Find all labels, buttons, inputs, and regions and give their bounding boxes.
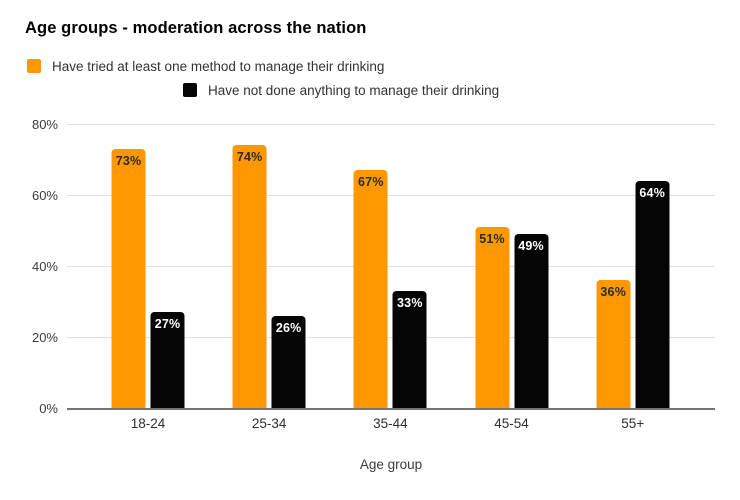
bar-group-55+: 36% 64% <box>596 180 670 408</box>
chart-title: Age groups - moderation across the natio… <box>25 19 367 37</box>
gridline-80 <box>67 124 715 125</box>
bar-tried-18-24: 73% <box>111 148 146 408</box>
bar-not-done-35-44: 33% <box>392 290 427 408</box>
bar-value-label: 67% <box>358 175 384 190</box>
gridline-20 <box>67 337 715 338</box>
y-tick-label-40: 40% <box>31 259 58 274</box>
y-tick-label-80: 80% <box>31 117 58 132</box>
bar-value-label: 33% <box>397 295 423 310</box>
bar-tried-55+: 36% <box>596 280 631 408</box>
bar-tried-45-54: 51% <box>475 226 510 408</box>
x-tick-label-18-24: 18-24 <box>130 416 166 431</box>
y-tick-label-60: 60% <box>31 188 58 203</box>
bar-tried-35-44: 67% <box>353 170 388 408</box>
bar-value-label: 64% <box>639 185 666 200</box>
legend-label-tried: Have tried at least one method to manage… <box>52 58 385 74</box>
legend-item-not-done: Have not done anything to manage their d… <box>183 82 499 98</box>
legend-swatch-orange-icon <box>27 59 41 73</box>
bar-value-label: 36% <box>600 285 627 300</box>
y-tick-label-0: 0% <box>39 401 58 416</box>
legend-swatch-black-icon <box>183 83 197 97</box>
x-tick-label-25-34: 25-34 <box>251 416 287 431</box>
bar-value-label: 27% <box>154 317 181 332</box>
x-tick-label-35-44: 35-44 <box>373 416 408 431</box>
y-tick-label-20: 20% <box>31 330 58 345</box>
bar-value-label: 26% <box>275 320 302 335</box>
x-tick-label-55+: 55+ <box>621 416 645 431</box>
bar-not-done-45-54: 49% <box>514 234 549 408</box>
bar-group-45-54: 51% 49% <box>475 226 549 408</box>
bar-not-done-25-34: 26% <box>271 315 306 408</box>
bar-not-done-55+: 64% <box>635 180 670 408</box>
gridline-60 <box>67 195 715 196</box>
bar-group-18-24: 73% 27% <box>111 148 185 408</box>
plot-area: 73% 27% 74% 26% 67% 33% 51% 49% 36% 64% <box>67 124 715 410</box>
legend-item-tried: Have tried at least one method to manage… <box>27 58 384 74</box>
bar-value-label: 74% <box>236 150 263 165</box>
x-tick-label-45-54: 45-54 <box>494 416 529 431</box>
bar-group-35-44: 67% 33% <box>353 170 427 408</box>
legend-label-not-done: Have not done anything to manage their d… <box>208 82 500 98</box>
bar-tried-25-34: 74% <box>232 145 267 408</box>
gridline-40 <box>67 266 715 267</box>
bar-group-25-34: 74% 26% <box>232 145 306 408</box>
bar-value-label: 73% <box>115 153 142 168</box>
bar-value-label: 51% <box>479 231 505 246</box>
bar-not-done-18-24: 27% <box>150 312 185 408</box>
bar-value-label: 49% <box>518 239 544 254</box>
x-axis-title: Age group <box>359 457 423 472</box>
